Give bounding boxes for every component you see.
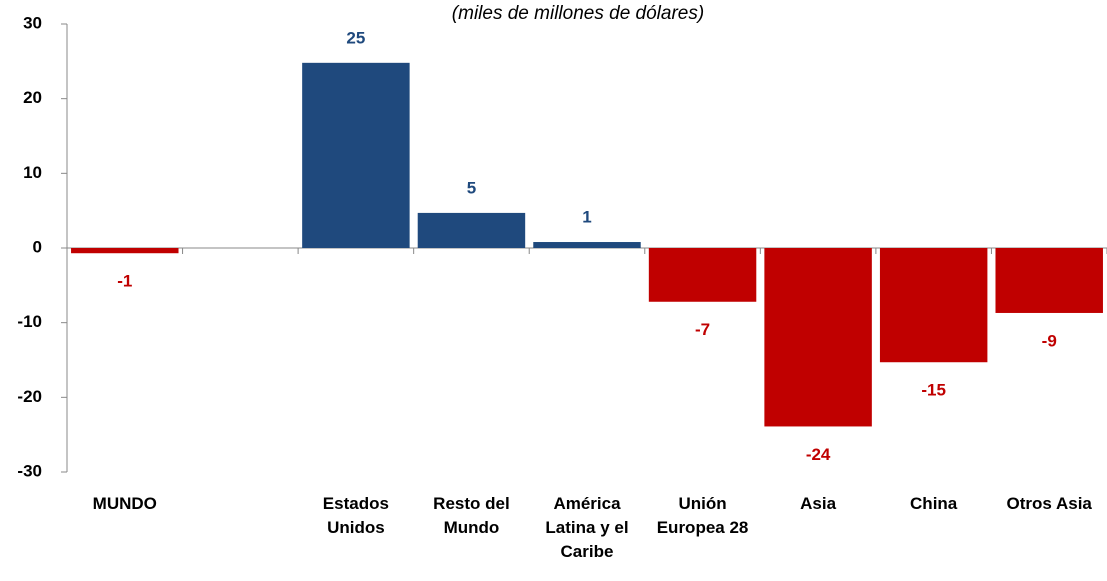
bar <box>417 212 526 248</box>
value-label: -1 <box>117 272 132 291</box>
value-label: -24 <box>806 445 831 464</box>
bar <box>764 248 872 427</box>
y-tick-label: -10 <box>17 312 42 331</box>
value-label: -15 <box>921 381 946 400</box>
x-tick-label: Asia <box>800 494 837 513</box>
x-tick-label: Unión Europea 28 <box>656 494 749 537</box>
x-tick-label: China <box>910 494 958 513</box>
bar <box>302 62 410 249</box>
value-label: 1 <box>582 208 591 227</box>
bar <box>648 248 757 302</box>
value-label: -9 <box>1042 331 1057 350</box>
bar <box>995 248 1103 313</box>
chart-subtitle: (miles de millones de dólares) <box>452 3 704 24</box>
value-label: -7 <box>695 320 710 339</box>
y-tick-label: 20 <box>23 88 42 107</box>
value-label: 5 <box>467 178 476 197</box>
bar <box>879 248 988 363</box>
x-tick-label: Estados Unidos <box>322 494 389 537</box>
y-tick-label: -20 <box>17 387 42 406</box>
x-tick-label: Otros Asia <box>1006 494 1092 513</box>
bar <box>533 242 641 248</box>
y-tick-label: 30 <box>23 13 42 32</box>
y-tick-label: 10 <box>23 163 42 182</box>
y-tick-label: 0 <box>33 237 42 256</box>
x-tick-label: MUNDO <box>92 494 157 513</box>
value-label: 25 <box>346 28 365 47</box>
x-tick-label: América Latina y el Caribe <box>545 494 629 561</box>
bar <box>71 248 179 254</box>
x-tick-label: Resto del Mundo <box>433 494 510 537</box>
y-tick-label: -30 <box>17 461 42 480</box>
